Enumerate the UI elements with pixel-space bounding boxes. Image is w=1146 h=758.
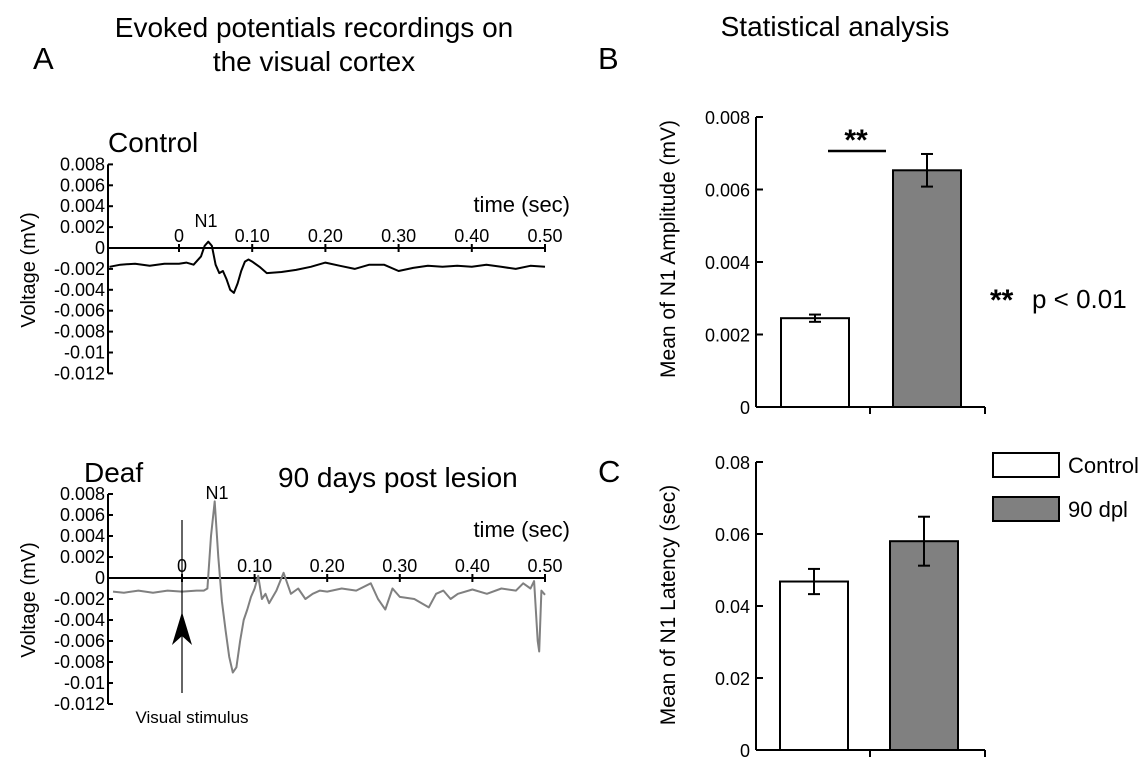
deaf-y-tick-label: 0.004 [60, 526, 105, 546]
deaf-x-tick-label: 0.20 [310, 556, 345, 576]
significance-stars: ** [844, 124, 868, 157]
control-x-tick-label: 0.10 [235, 226, 270, 246]
deaf-x-tick-label: 0.10 [237, 556, 272, 576]
deaf-y-tick-label: -0.002 [54, 589, 105, 609]
control-y-tick-label: 0.002 [60, 217, 105, 237]
deaf-y-tick-label: -0.012 [54, 694, 105, 714]
deaf-y-tick-label: -0.004 [54, 610, 105, 630]
significance-note-text: p < 0.01 [1032, 284, 1127, 314]
latency-y-tick-label: 0.04 [715, 597, 750, 617]
latency-y-tick-label: 0.08 [715, 453, 750, 473]
latency-bar [889, 540, 959, 752]
latency-y-tick-label: 0.06 [715, 525, 750, 545]
panel-a-title-line1: Evoked potentials recordings on [115, 12, 513, 43]
amplitude-bar [892, 169, 962, 408]
stimulus-arrow-icon [172, 612, 192, 645]
control-y-tick-label: -0.012 [54, 363, 105, 383]
latency-y-tick-label: 0.02 [715, 669, 750, 689]
control-y-tick-label: 0.004 [60, 196, 105, 216]
control-y-tick-label: 0 [95, 238, 105, 258]
control-x-tick-label: 0.50 [527, 226, 562, 246]
deaf-y-tick-label: 0.008 [60, 484, 105, 504]
panel-label-a: A [33, 41, 54, 76]
panel-label-b: B [598, 41, 619, 76]
deaf-y-tick-label: 0.002 [60, 547, 105, 567]
panel-label-c: C [598, 454, 620, 489]
latency-bar [779, 580, 849, 752]
control-x-tick-label: 0.20 [308, 226, 343, 246]
control-y-tick-label: -0.008 [54, 322, 105, 342]
control-x-tick-label: 0 [174, 226, 184, 246]
legend-label-control: Control [1068, 453, 1139, 478]
control-title: Control [108, 127, 198, 158]
control-n1-label: N1 [194, 211, 217, 231]
deaf-xlabel: time (sec) [473, 517, 570, 542]
control-x-tick-label: 0.40 [454, 226, 489, 246]
latency-bar-chart: 0 0.02 0.04 0.06 0.08 [715, 453, 986, 758]
deaf-y-tick-label: 0 [95, 568, 105, 588]
control-y-tick-label: 0.008 [60, 154, 105, 174]
deaf-y-tick-label: 0.006 [60, 505, 105, 525]
control-series-line [109, 240, 546, 294]
deaf-title: Deaf [84, 457, 143, 488]
significance-note-stars: ** [990, 284, 1014, 317]
deaf-ylabel: Voltage (mV) [18, 542, 40, 658]
amplitude-y-tick-label: 0 [740, 398, 750, 418]
latency-ylabel: Mean of N1 Latency (sec) [657, 485, 680, 725]
deaf-y-tick-label: -0.01 [64, 673, 105, 693]
deaf-x-tick-label: 0.30 [382, 556, 417, 576]
amplitude-bar-chart: 0 0.002 0.004 0.006 0.008 [705, 108, 986, 418]
deaf-series-line [112, 500, 546, 674]
panel-a-title-line2: the visual cortex [213, 46, 415, 77]
amplitude-ylabel: Mean of N1 Amplitude (mV) [657, 120, 680, 378]
control-y-tick-label: 0.006 [60, 175, 105, 195]
control-trace-panel: 0.0080.0060.0040.0020-0.002-0.004-0.006-… [54, 154, 563, 383]
deaf-subtitle: 90 days post lesion [278, 462, 518, 493]
control-y-tick-label: -0.004 [54, 280, 105, 300]
deaf-y-tick-label: -0.006 [54, 631, 105, 651]
legend-swatch-control [992, 452, 1060, 478]
legend-label-90dpl: 90 dpl [1068, 497, 1128, 522]
amplitude-y-tick-label: 0.004 [705, 253, 750, 273]
control-xlabel: time (sec) [473, 192, 570, 217]
amplitude-y-tick-label: 0.008 [705, 108, 750, 128]
control-x-tick-label: 0.30 [381, 226, 416, 246]
deaf-y-tick-label: -0.008 [54, 652, 105, 672]
visual-stimulus-label: Visual stimulus [135, 708, 248, 727]
legend-swatch-90dpl [992, 496, 1060, 522]
control-y-tick-label: -0.006 [54, 301, 105, 321]
latency-y-tick-label: 0 [740, 741, 750, 758]
deaf-trace-panel: 0.0080.0060.0040.0020-0.002-0.004-0.006-… [54, 484, 563, 714]
control-y-tick-label: -0.01 [64, 343, 105, 363]
amplitude-y-tick-label: 0.002 [705, 326, 750, 346]
amplitude-y-tick-label: 0.006 [705, 181, 750, 201]
panel-bc-title: Statistical analysis [721, 11, 950, 42]
deaf-n1-label: N1 [205, 483, 228, 503]
amplitude-bar [780, 317, 850, 408]
deaf-x-tick-label: 0.50 [527, 556, 562, 576]
control-ylabel: Voltage (mV) [18, 212, 40, 328]
control-y-tick-label: -0.002 [54, 259, 105, 279]
deaf-x-tick-label: 0.40 [455, 556, 490, 576]
